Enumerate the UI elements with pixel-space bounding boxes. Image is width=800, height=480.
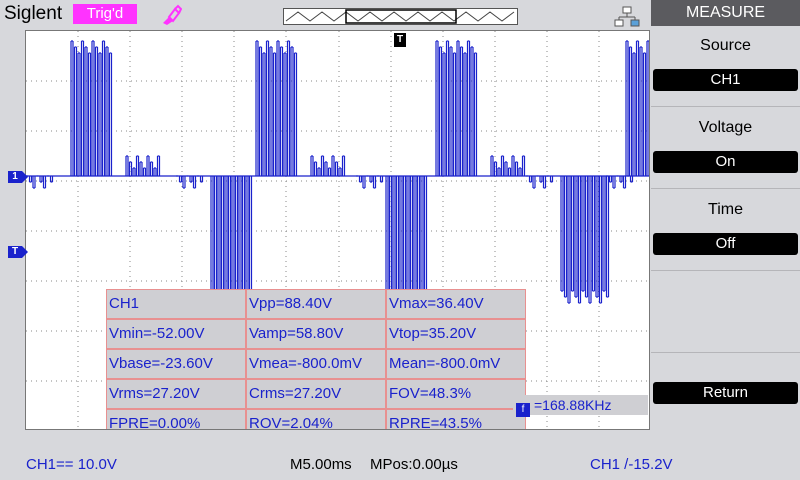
menu-divider	[651, 270, 800, 271]
measurement-cell: RPRE=43.5%	[386, 409, 526, 429]
measurement-cell: Crms=27.20V	[246, 379, 386, 409]
source-value-button[interactable]: CH1	[653, 69, 798, 91]
channel1-offset-marker[interactable]: 1	[8, 171, 28, 183]
measurement-cell: Vamp=58.80V	[246, 319, 386, 349]
frequency-value: =168.88KHz	[534, 397, 612, 413]
trigger-position-marker[interactable]: T	[394, 33, 406, 47]
measurement-cell: FOV=48.3%	[386, 379, 526, 409]
network-icon	[614, 6, 640, 27]
measurement-cell: Vtop=35.20V	[386, 319, 526, 349]
measurement-cell: Vrms=27.20V	[106, 379, 246, 409]
menu-divider	[651, 352, 800, 353]
trigger-level-readout: CH1 /-15.2V	[590, 456, 673, 473]
measure-menu: MEASURE Source CH1 Voltage On Time Off R…	[651, 0, 800, 430]
channel1-scale: CH1== 10.0V	[26, 456, 117, 473]
return-button[interactable]: Return	[653, 382, 798, 404]
top-bar: Siglent Trig'd	[0, 0, 650, 30]
measurement-cell: Vmax=36.40V	[386, 289, 526, 319]
memory-depth-indicator	[283, 8, 518, 25]
brand-label: Siglent	[4, 3, 63, 24]
measurement-cell: Vmin=-52.00V	[106, 319, 246, 349]
menu-title: MEASURE	[651, 0, 800, 26]
menu-divider	[651, 106, 800, 107]
voltage-label: Voltage	[698, 119, 753, 136]
measurement-cell: Mean=-800.0mV	[386, 349, 526, 379]
memory-waveform-preview	[285, 9, 515, 24]
measurement-table: CH1 Vpp=88.40V Vmax=36.40V Vmin=-52.00V …	[106, 289, 526, 429]
measurement-cell: FPRE=0.00%	[106, 409, 246, 429]
measurement-cell: ROV=2.04%	[246, 409, 386, 429]
horizontal-position-readout: MPos:0.00µs	[370, 456, 458, 473]
waveform-display[interactable]: CH1 Vpp=88.40V Vmax=36.40V Vmin=-52.00V …	[25, 30, 650, 430]
time-label: Time	[708, 201, 743, 218]
status-bar: CH1== 10.0V M5.00ms MPos:0.00µs CH1 /-15…	[0, 430, 800, 480]
trigger-level-marker[interactable]: T	[8, 246, 28, 258]
menu-divider	[651, 188, 800, 189]
frequency-readout: f =168.88KHz	[513, 395, 648, 417]
measurement-cell: CH1	[106, 289, 246, 319]
timebase-readout: M5.00ms	[290, 456, 352, 473]
voltage-value-button[interactable]: On	[653, 151, 798, 173]
source-label: Source	[700, 37, 751, 54]
probe-icon	[163, 4, 182, 25]
measurement-cell: Vpp=88.40V	[246, 289, 386, 319]
trigger-status-badge: Trig'd	[73, 4, 137, 24]
frequency-icon: f	[516, 403, 530, 417]
measurement-cell: Vmea=-800.0mV	[246, 349, 386, 379]
time-value-button[interactable]: Off	[653, 233, 798, 255]
measurement-cell: Vbase=-23.60V	[106, 349, 246, 379]
